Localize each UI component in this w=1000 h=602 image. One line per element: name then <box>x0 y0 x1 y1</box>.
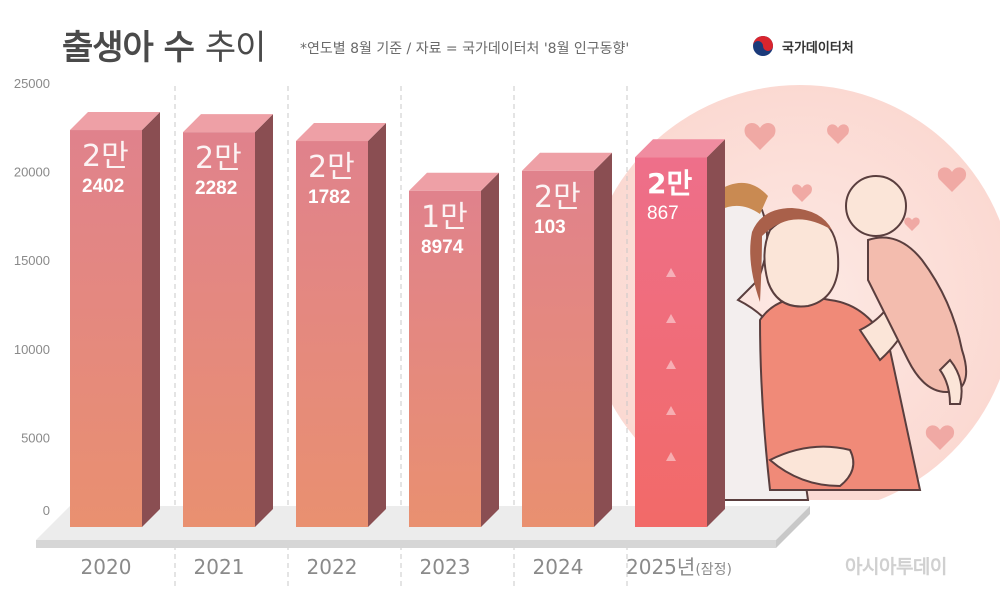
bar-side <box>368 123 386 528</box>
bar-top <box>70 112 160 131</box>
bar-top <box>522 152 612 171</box>
bar-label-man: 2만 <box>308 150 355 185</box>
x-tick-label: 2023 <box>420 555 471 579</box>
bar-label-man: 2만 <box>534 180 581 215</box>
page-title: 출생아 수 추이 <box>62 20 267 69</box>
bar-top <box>409 172 499 191</box>
y-axis: 25000 20000 15000 10000 5000 0 <box>14 76 50 518</box>
y-tick-label: 15000 <box>14 253 50 268</box>
bar <box>409 190 481 528</box>
y-tick-label: 0 <box>43 503 50 518</box>
x-tick-main: 2021 <box>194 555 245 579</box>
bar-label-value: 2282 <box>195 178 237 199</box>
x-tick-label: 2025년(잠정) <box>626 555 732 579</box>
x-tick-main: 2020 <box>81 555 132 579</box>
bar <box>183 132 255 527</box>
y-tick-label: 20000 <box>14 165 50 180</box>
bar-label-value: 103 <box>534 217 566 238</box>
bar <box>296 141 368 528</box>
bar-label-man: 2만 <box>647 167 692 200</box>
up-arrow-icon <box>666 360 676 369</box>
bar-label-man: 2만 <box>195 141 242 176</box>
x-tick-main: 2025년 <box>626 555 695 579</box>
bar <box>522 170 594 527</box>
bar-label-value: 1782 <box>308 187 350 208</box>
bar <box>635 157 707 527</box>
watermark: 아시아투데이 <box>845 556 947 578</box>
title-bold: 출생아 수 <box>62 28 195 68</box>
x-tick-label: 2022 <box>307 555 358 579</box>
y-tick-label: 10000 <box>14 342 50 357</box>
x-tick-main: 2024 <box>533 555 584 579</box>
x-tick-label: 2021 <box>194 555 245 579</box>
bar-side <box>707 139 725 527</box>
x-tick-label: 2020 <box>81 555 132 579</box>
up-arrow-icon <box>666 406 676 415</box>
category-separators <box>174 86 628 590</box>
up-arrow-icon <box>666 452 676 461</box>
x-tick-main: 2022 <box>307 555 358 579</box>
x-tick-note: (잠정) <box>695 562 732 578</box>
x-tick-label: 2024 <box>533 555 584 579</box>
bar <box>70 130 142 527</box>
bar-side <box>255 114 273 527</box>
bar-top <box>183 114 273 133</box>
up-arrow-icon <box>666 268 676 277</box>
bar-side <box>594 152 612 527</box>
bar-label-value: 8974 <box>421 237 464 258</box>
bar-top <box>635 139 725 158</box>
y-tick-label: 25000 <box>14 76 50 91</box>
source-label: 국가데이터처 <box>782 40 854 56</box>
bar-side <box>481 172 499 528</box>
bar-label-value: 867 <box>647 203 679 224</box>
bar-side <box>142 112 160 527</box>
x-axis: 2020 2021 2022 2023 2024 2025년(잠정) <box>81 555 732 579</box>
y-tick-label: 5000 <box>21 430 50 445</box>
bar-label-man: 1만 <box>421 200 468 235</box>
source-badge: 국가데이터처 <box>752 35 854 57</box>
up-arrow-icon <box>666 314 676 323</box>
subtitle: *연도별 8월 기준 / 자료 = 국가데이터처 '8월 인구동향' <box>300 41 630 57</box>
x-tick-main: 2023 <box>420 555 471 579</box>
bar-label-value: 2402 <box>82 176 124 197</box>
title-light: 추이 <box>204 28 267 68</box>
bar-top <box>296 123 386 142</box>
bar-label-man: 2만 <box>82 139 129 174</box>
heart-decorations <box>744 122 967 450</box>
taegeuk-logo-icon <box>753 36 773 56</box>
